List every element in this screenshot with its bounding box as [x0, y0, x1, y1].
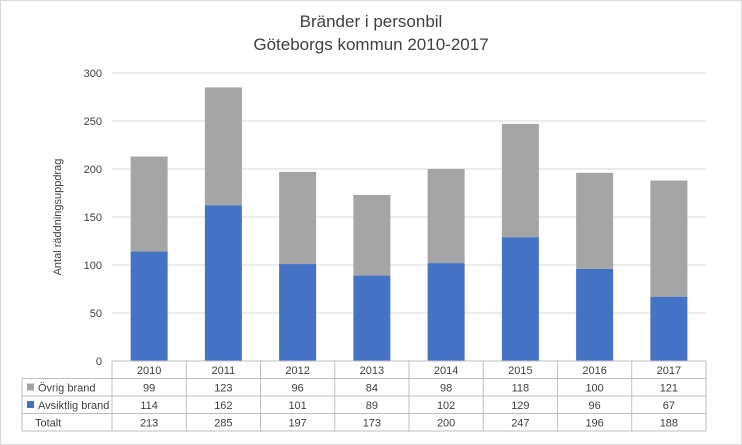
data-table-cell: 123 [214, 383, 232, 395]
bar-ovrig [130, 156, 168, 252]
y-tick-label: 0 [96, 356, 102, 368]
bar-ovrig [353, 194, 391, 276]
x-tick-label: 2016 [582, 365, 606, 377]
x-tick-label: 2015 [508, 365, 532, 377]
data-table-cell: 162 [214, 400, 232, 412]
y-tick-label: 50 [90, 308, 102, 320]
x-tick-label: 2011 [212, 365, 236, 377]
chart-subtitle: Göteborgs kommun 2010-2017 [253, 35, 489, 54]
data-table-cell: 102 [437, 400, 455, 412]
bar-ovrig [576, 172, 614, 269]
bar-avsiktlig [576, 268, 614, 361]
bar-avsiktlig [353, 275, 391, 361]
data-table-cell: 118 [512, 383, 530, 395]
x-tick-label: 2017 [657, 365, 681, 377]
data-table-cell: 213 [140, 418, 158, 430]
data-table-cell: 100 [585, 383, 603, 395]
data-table-cell: 196 [585, 418, 603, 430]
bar-ovrig [650, 180, 688, 297]
bar-avsiktlig [279, 264, 317, 361]
data-table-cell: 101 [288, 400, 306, 412]
bar-avsiktlig [204, 205, 242, 361]
x-tick-label: 2012 [285, 365, 309, 377]
data-table-cell: 67 [663, 400, 675, 412]
x-tick-label: 2010 [137, 365, 161, 377]
data-table-cell: 98 [440, 383, 452, 395]
bar-avsiktlig [501, 237, 539, 361]
bar-avsiktlig [130, 251, 168, 361]
bar-ovrig [427, 169, 465, 264]
y-tick-label: 150 [84, 212, 102, 224]
table-row-label: Avsiktlig brand [38, 400, 109, 412]
y-tick-label: 250 [84, 116, 102, 128]
y-tick-label: 100 [84, 260, 102, 272]
data-table-cell: 188 [660, 418, 678, 430]
y-tick-label: 200 [84, 164, 102, 176]
data-table-cell: 173 [363, 418, 381, 430]
data-table-cell: 200 [437, 418, 455, 430]
bar-avsiktlig [427, 263, 465, 361]
table-row-label: Totalt [35, 418, 61, 430]
data-table-cell: 96 [292, 383, 304, 395]
legend-swatch [27, 401, 34, 408]
data-table-cell: 96 [589, 400, 601, 412]
data-table-cell: 84 [366, 383, 378, 395]
y-axis-label: Antal räddningsuppdrag [52, 159, 64, 276]
bar-ovrig [204, 87, 242, 206]
bar-ovrig [501, 123, 539, 238]
data-table-cell: 89 [366, 400, 378, 412]
x-tick-label: 2014 [434, 365, 458, 377]
y-tick-label: 300 [84, 68, 102, 80]
bar-avsiktlig [650, 296, 688, 361]
data-table-cell: 121 [660, 383, 678, 395]
data-table-cell: 114 [140, 400, 158, 412]
x-tick-label: 2013 [360, 365, 384, 377]
table-row-label: Övrig brand [38, 383, 95, 395]
data-table-cell: 247 [511, 418, 529, 430]
bar-ovrig [279, 171, 317, 265]
data-table-cell: 99 [143, 383, 155, 395]
legend-swatch [27, 383, 34, 391]
data-table-cell: 129 [511, 400, 529, 412]
data-table-cell: 197 [288, 418, 306, 430]
data-table-cell: 285 [214, 418, 232, 430]
chart-title: Bränder i personbil [299, 12, 443, 31]
